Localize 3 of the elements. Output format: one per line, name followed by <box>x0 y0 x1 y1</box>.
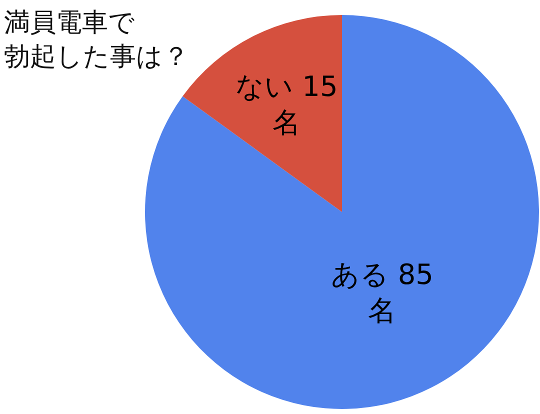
chart-title: 満員電車で勃起した事は？ <box>4 7 190 74</box>
slice-label: ある 85 名 <box>330 258 434 327</box>
slice-label: ない 15 名 <box>235 70 338 140</box>
